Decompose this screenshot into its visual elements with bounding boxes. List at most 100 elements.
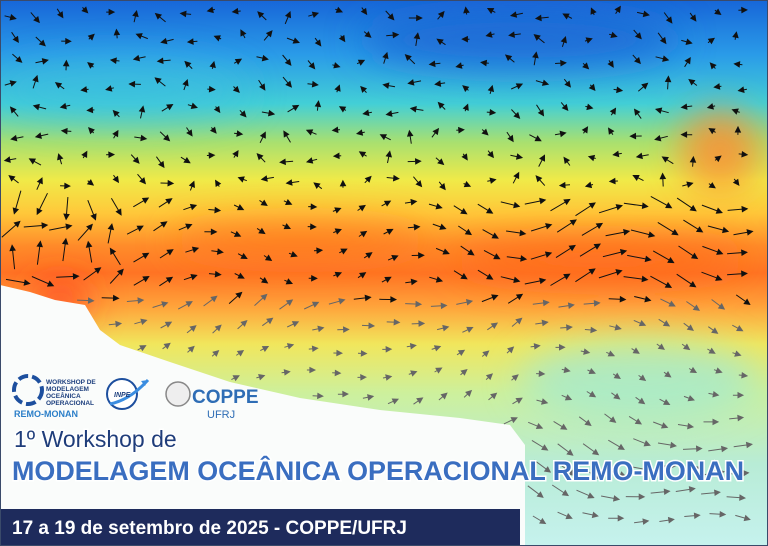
arrow	[337, 326, 350, 333]
arrow	[709, 510, 727, 518]
arrow	[87, 33, 95, 41]
arrow	[551, 484, 570, 497]
arrow	[77, 223, 93, 241]
arrow	[738, 372, 749, 379]
arrow	[60, 182, 71, 190]
arrow	[187, 102, 198, 110]
arrow	[512, 397, 523, 405]
arrow	[509, 11, 523, 18]
arrow	[612, 372, 621, 380]
arrow	[126, 297, 145, 304]
arrow	[132, 10, 139, 23]
arrow	[562, 13, 573, 20]
arrow	[133, 252, 150, 263]
arrow	[435, 247, 450, 255]
arrow	[734, 125, 742, 135]
arrow	[109, 57, 120, 64]
arrow	[462, 326, 474, 333]
arrow	[481, 128, 489, 136]
arrow	[455, 62, 464, 69]
arrow	[386, 318, 401, 326]
arrow	[54, 82, 65, 90]
arrow	[598, 204, 623, 214]
arrow	[237, 320, 248, 330]
arrow	[87, 200, 97, 221]
arrow	[428, 203, 443, 210]
arrow	[633, 108, 642, 119]
arrow	[106, 8, 116, 16]
arrow	[655, 55, 670, 62]
arrow	[511, 374, 519, 382]
arrow	[531, 439, 549, 451]
arrow	[627, 254, 652, 263]
arrow	[135, 33, 148, 40]
arrow	[63, 197, 70, 221]
arrow	[436, 324, 450, 332]
arrow	[132, 54, 146, 62]
arrow	[460, 245, 475, 256]
arrow	[633, 438, 651, 447]
arrow	[80, 86, 89, 93]
arrow	[12, 190, 22, 215]
arrow	[183, 273, 198, 281]
arrow	[259, 199, 268, 207]
arrow	[563, 156, 571, 166]
arrow	[154, 12, 166, 23]
arrow	[507, 293, 524, 304]
arrow	[581, 126, 589, 134]
arrow	[604, 413, 617, 423]
arrow	[213, 105, 221, 114]
arrow	[708, 326, 719, 334]
arrow	[563, 78, 571, 88]
arrow	[504, 54, 515, 63]
arrow	[733, 441, 753, 449]
arrow	[606, 469, 627, 478]
arrow	[333, 271, 343, 278]
arrow	[530, 223, 553, 232]
arrow	[112, 174, 120, 184]
arrow	[633, 29, 642, 40]
arrow	[405, 300, 423, 308]
arrow	[382, 374, 393, 381]
arrow	[313, 182, 323, 190]
arrow	[435, 157, 445, 166]
arrow	[155, 156, 165, 169]
arrow	[576, 489, 595, 499]
arrow	[332, 207, 342, 214]
arrow	[382, 82, 396, 89]
arrow	[735, 294, 751, 306]
arrow	[256, 153, 266, 163]
arrow	[436, 38, 446, 46]
arrow	[357, 204, 366, 212]
arrow	[386, 31, 400, 39]
arrow	[108, 320, 123, 328]
arrow	[558, 181, 571, 189]
arrow	[431, 127, 440, 138]
arrow	[506, 229, 527, 237]
logo-inpe: INPE	[106, 378, 150, 410]
arrow	[727, 270, 748, 278]
arrow	[732, 31, 739, 40]
arrow	[160, 37, 174, 45]
arrow	[203, 295, 218, 307]
arrow	[560, 102, 569, 112]
arrow	[260, 345, 270, 352]
arrow	[178, 223, 193, 231]
arrow	[87, 62, 95, 69]
arrow	[663, 371, 672, 378]
arrow	[186, 325, 197, 334]
arrow	[702, 245, 724, 255]
arrow	[409, 105, 424, 113]
arrow	[707, 37, 716, 45]
arrow	[587, 154, 596, 162]
arrow	[481, 350, 490, 358]
arrow	[160, 179, 175, 187]
arrow	[36, 177, 43, 190]
arrow	[708, 445, 729, 453]
arrow	[638, 374, 647, 382]
arrow	[631, 347, 640, 354]
arrow	[387, 398, 400, 405]
arrow	[160, 321, 173, 329]
arrow	[362, 109, 372, 117]
